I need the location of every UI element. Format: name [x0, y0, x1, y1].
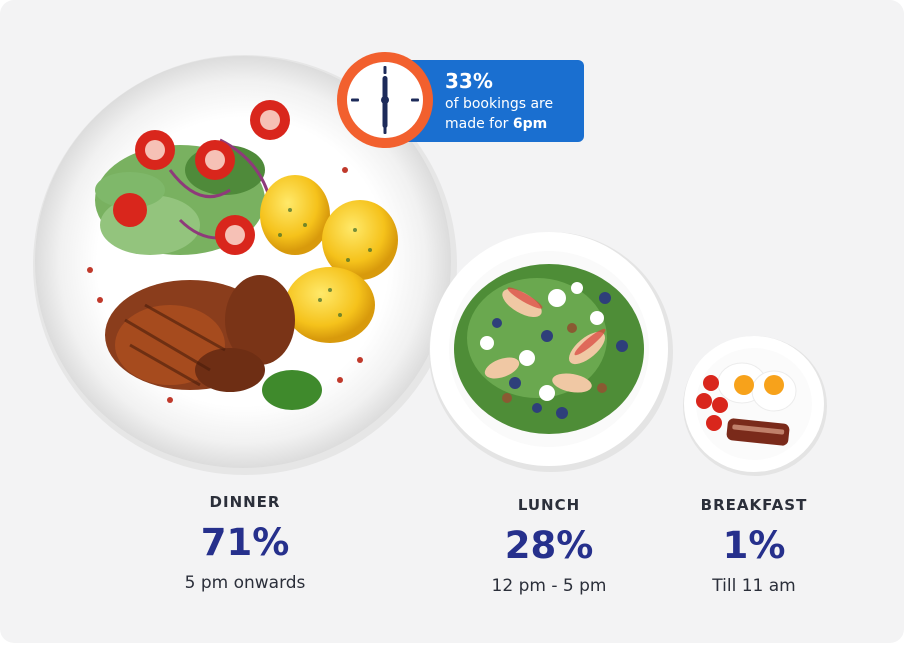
callout-time: 6pm — [512, 116, 548, 132]
dinner-plate-image — [33, 55, 457, 475]
meal-lunch: LUNCH 28% 12 pm - 5 pm — [449, 496, 649, 596]
meal-name: BREAKFAST — [700, 496, 808, 514]
meal-name: DINNER — [209, 493, 281, 511]
callout-line1: of bookings are — [445, 96, 554, 112]
meal-percent: 71% — [200, 521, 290, 564]
callout-percent: 33% — [445, 69, 493, 93]
clock-icon — [337, 52, 433, 148]
breakfast-plate-image — [683, 336, 827, 476]
callout-line2-prefix: made for — [445, 116, 513, 132]
lunch-plate-image — [429, 232, 673, 472]
meal-dinner: DINNER 71% 5 pm onwards — [145, 493, 345, 593]
meal-breakfast: BREAKFAST 1% Till 11 am — [664, 496, 844, 596]
meal-percent: 1% — [722, 524, 786, 567]
meal-time: Till 11 am — [712, 576, 796, 596]
meal-name: LUNCH — [517, 496, 581, 514]
meal-time: 12 pm - 5 pm — [491, 576, 607, 596]
meal-time: 5 pm onwards — [184, 573, 306, 593]
meal-percent: 28% — [504, 524, 594, 567]
